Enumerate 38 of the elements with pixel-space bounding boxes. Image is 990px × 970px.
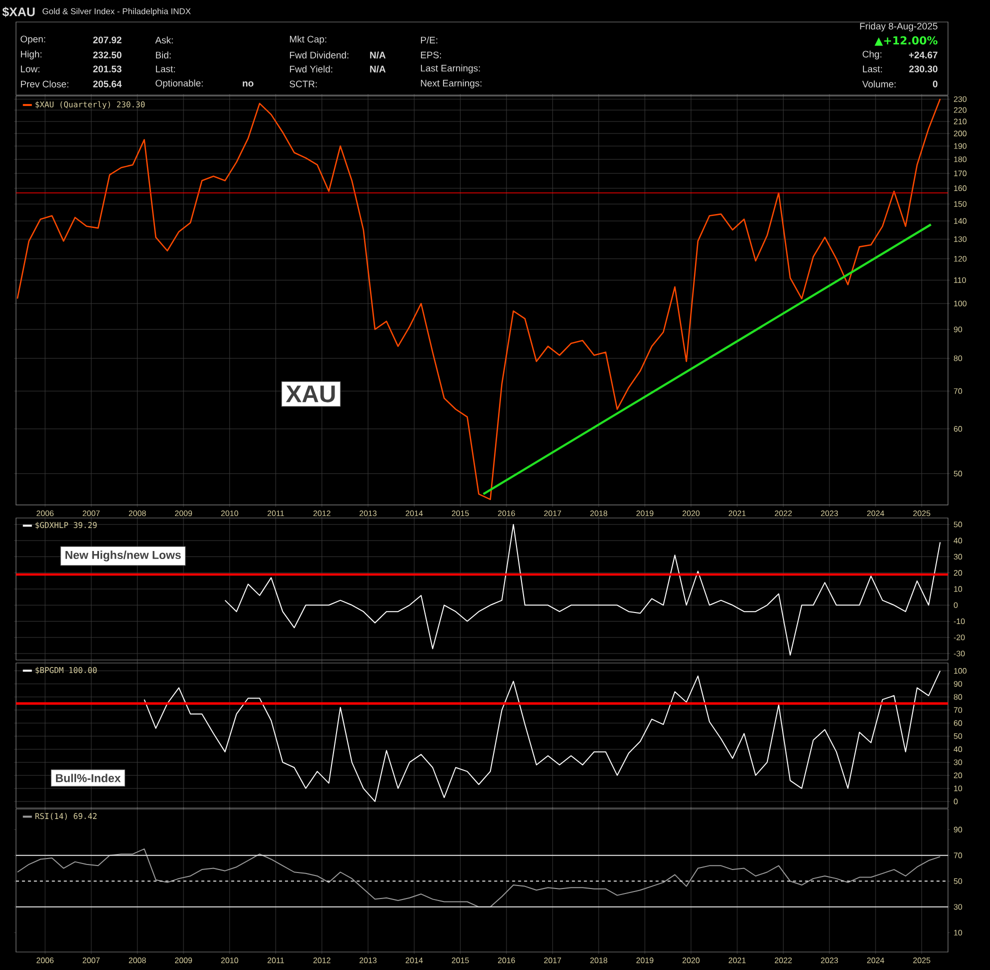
text: $XAU	[2, 6, 35, 18]
text: Last:	[156, 66, 175, 72]
text: N/A	[370, 51, 386, 59]
text: Friday 8-Aug-2025	[860, 22, 938, 32]
text: Last:	[862, 66, 882, 72]
text: 232.50	[93, 52, 122, 58]
annotation: Bull%-Index	[56, 774, 121, 782]
text: Low:	[20, 66, 40, 72]
text: ▲+12.00%	[874, 36, 938, 46]
text: Optionable:	[156, 80, 203, 88]
annotation: XAU	[286, 386, 335, 402]
text: Last Earnings:	[420, 64, 480, 74]
text: Volume:	[862, 80, 896, 88]
text: Gold & Silver Index - Philadelphia INDX	[42, 8, 191, 16]
text: no	[242, 81, 254, 87]
text: Fwd Dividend:	[290, 52, 348, 58]
text: EPS:	[420, 52, 441, 58]
annotation: New Highs/new Lows	[66, 550, 181, 562]
line-series	[144, 670, 941, 802]
text: N/A	[370, 65, 386, 73]
text: High:	[20, 50, 42, 60]
text: Next Earnings:	[420, 80, 482, 88]
text: +24.67	[908, 52, 938, 58]
text: Open:	[20, 36, 46, 44]
text: P/E:	[420, 36, 438, 44]
text: Fwd Yield:	[290, 66, 332, 72]
text: Bid:	[156, 52, 171, 58]
text: Ask:	[155, 36, 173, 44]
line-series	[16, 98, 941, 500]
text: 0	[932, 80, 938, 88]
text: 230.30	[909, 66, 938, 72]
text: Chg:	[862, 50, 882, 60]
text: Prev Close:	[20, 80, 68, 88]
text: SCTR:	[290, 80, 317, 88]
text: Mkt Cap:	[290, 36, 326, 44]
text: 205.64	[93, 80, 122, 88]
text: 201.53	[93, 66, 122, 72]
text: 207.92	[93, 36, 122, 44]
